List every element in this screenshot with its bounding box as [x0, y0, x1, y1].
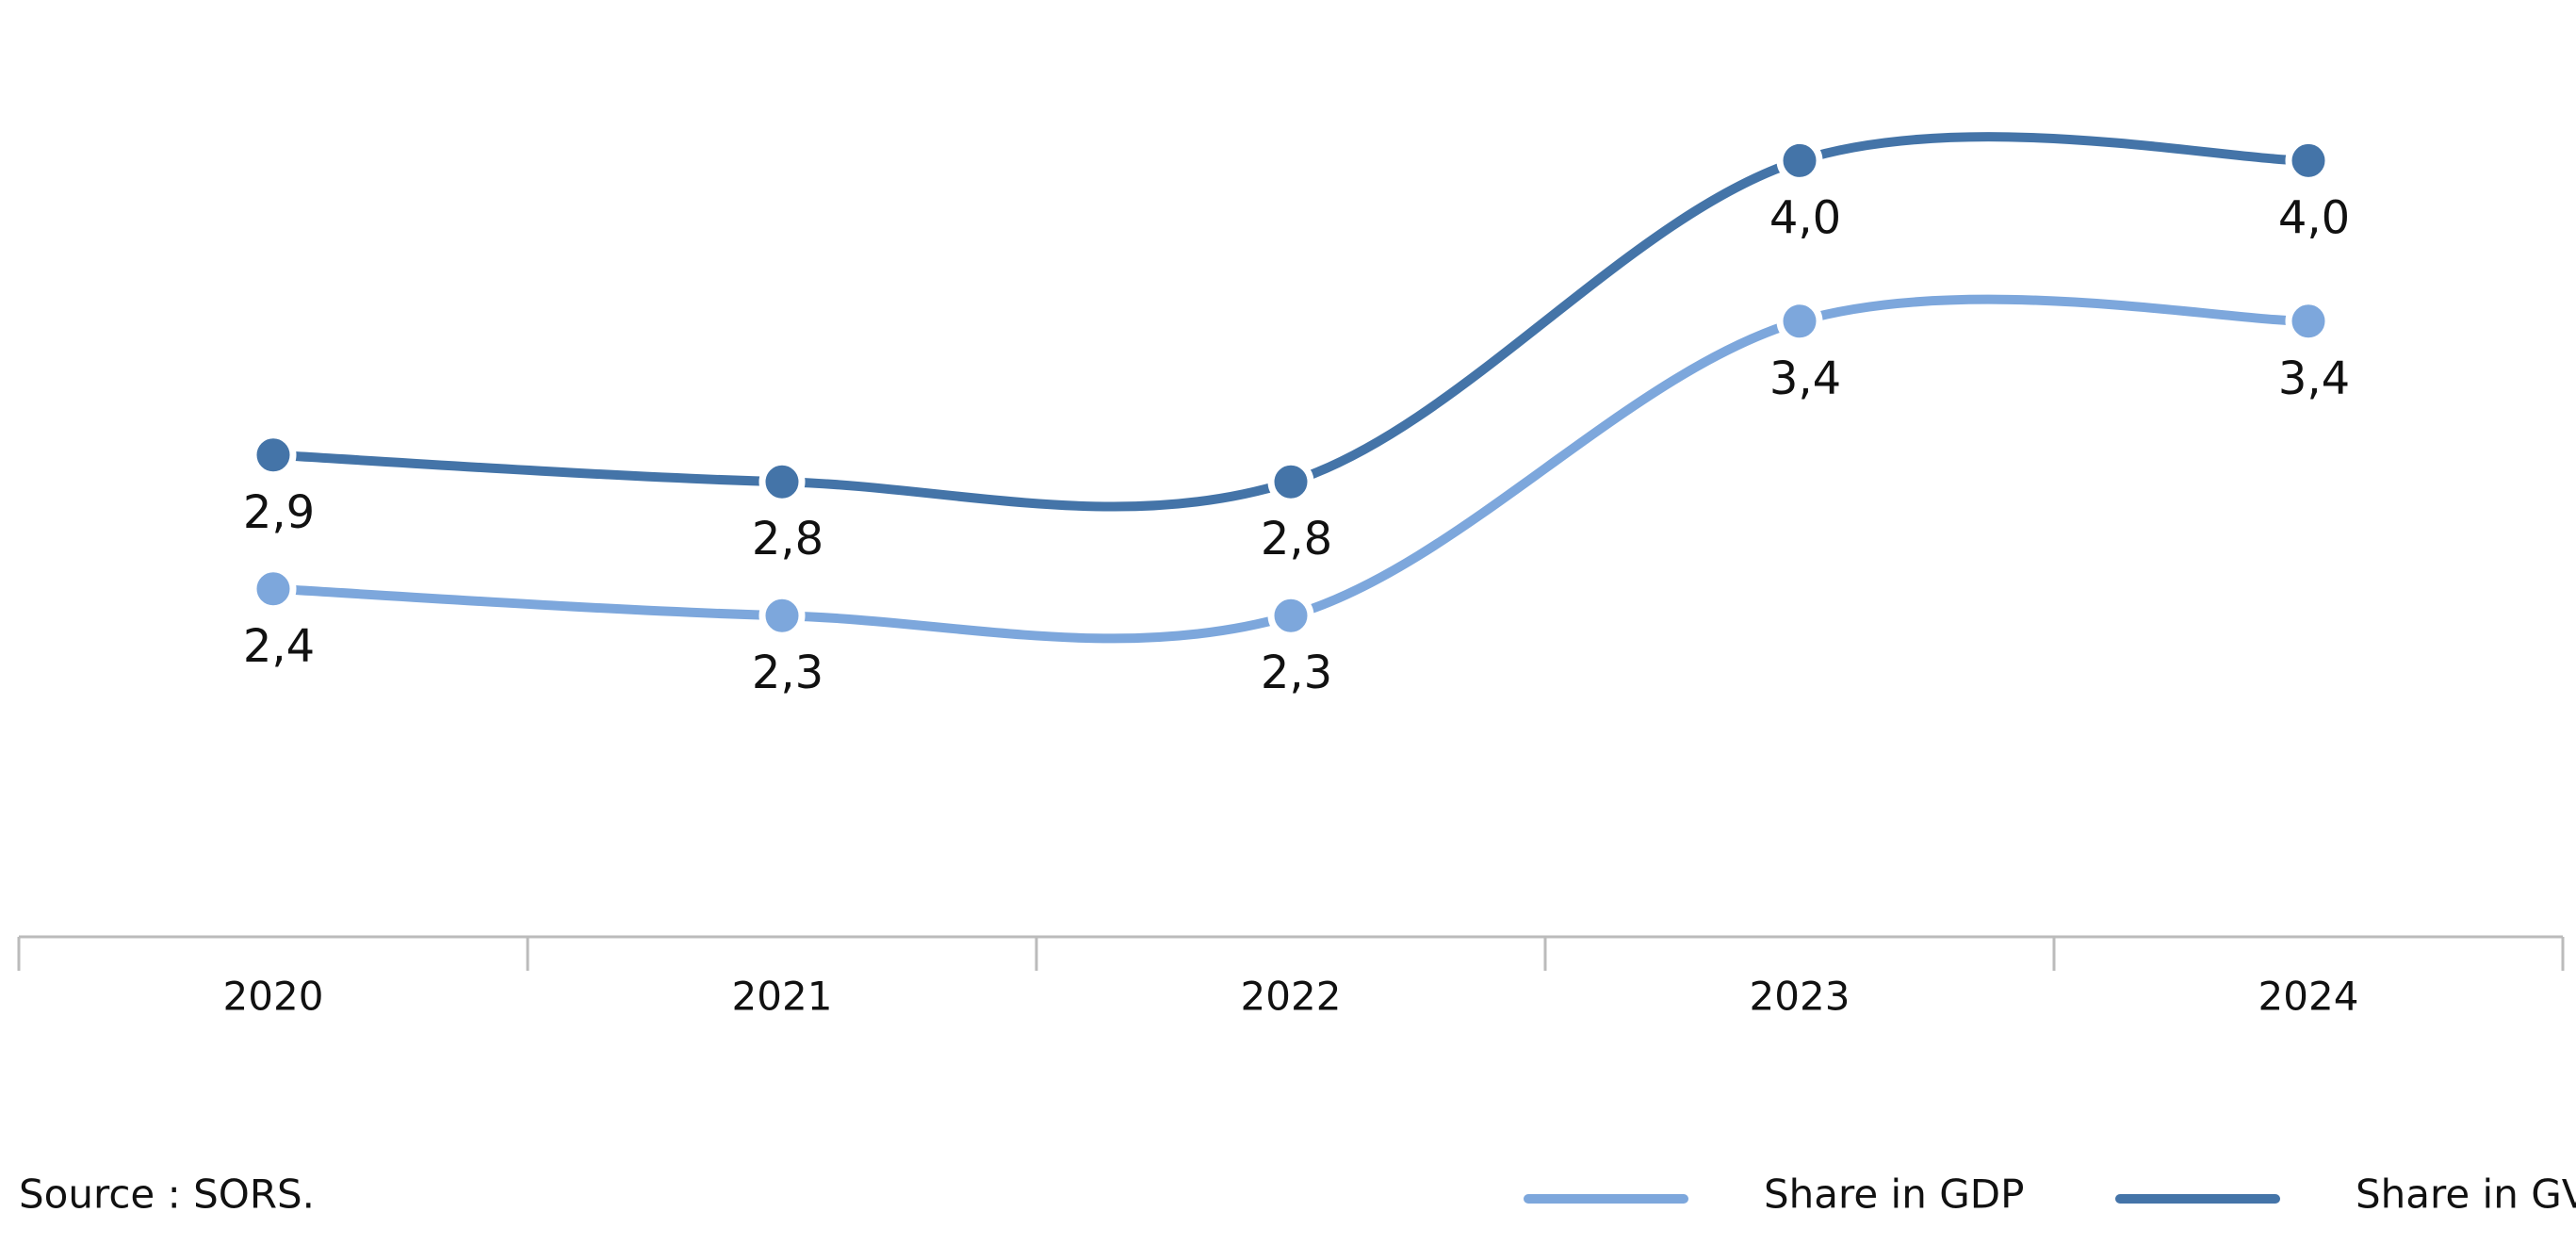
data-label: 4,0	[1769, 191, 1841, 244]
data-point	[758, 592, 806, 639]
legend-label: Share in GVA	[2356, 1171, 2576, 1218]
legend-label: Share in GDP	[1764, 1171, 2024, 1218]
x-tick-label: 2020	[223, 974, 324, 1020]
data-point	[2285, 137, 2332, 184]
data-label: 2,3	[1261, 647, 1332, 699]
x-tick-label: 2021	[732, 974, 833, 1020]
data-point	[250, 432, 297, 479]
data-label: 2,3	[752, 647, 823, 699]
data-label: 2,8	[1261, 513, 1332, 565]
data-point	[1267, 458, 1314, 505]
data-point	[2285, 298, 2332, 345]
x-tick-label: 2022	[1241, 974, 1342, 1020]
data-point	[1267, 592, 1314, 639]
data-label: 3,4	[1769, 352, 1841, 405]
data-point	[758, 458, 806, 505]
x-tick-label: 2023	[1750, 974, 1850, 1020]
data-point	[250, 565, 297, 613]
series-line	[269, 132, 2313, 512]
source-note: Source : SORS.	[19, 1171, 315, 1218]
data-label: 2,4	[243, 620, 315, 673]
x-tick-label: 2024	[2258, 974, 2359, 1020]
data-label: 4,0	[2278, 191, 2350, 244]
data-label: 2,9	[243, 486, 315, 539]
data-label: 2,8	[752, 513, 823, 565]
data-point	[1776, 137, 1823, 184]
data-point	[1776, 298, 1823, 345]
data-label: 3,4	[2278, 352, 2350, 405]
